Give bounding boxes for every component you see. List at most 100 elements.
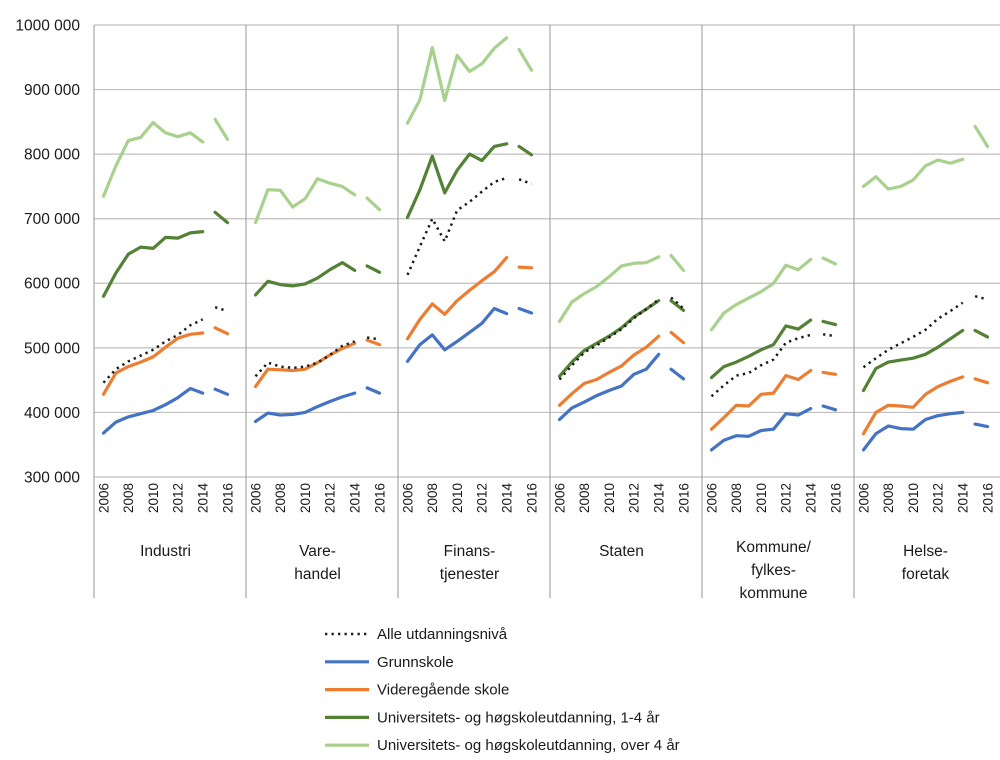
series-uni_1_4-main	[861, 328, 965, 393]
y-tick-label: 800 000	[24, 147, 80, 164]
series-videregaende-main	[253, 341, 357, 389]
series-uni_over_4-main	[709, 257, 813, 332]
legend-item-alle: Alle utdanningsnivå	[325, 626, 508, 643]
series-uni_over_4-main	[405, 36, 509, 125]
series-alle-main	[558, 298, 660, 381]
series-videregaende-main	[861, 375, 965, 436]
year-label: 2006	[552, 483, 567, 513]
series-videregaende-break	[821, 370, 838, 376]
legend-item-uni_over_4: Universitets- og høgskoleutdanning, over…	[325, 737, 680, 754]
year-label: 2008	[881, 483, 896, 513]
legend-label: Universitets- og høgskoleutdanning, 1-4 …	[377, 709, 660, 726]
series-videregaende-break	[669, 330, 686, 345]
year-label: 2006	[96, 483, 111, 513]
legend: Alle utdanningsnivå Grunnskole Videregåend…	[325, 626, 680, 754]
year-label: 2014	[196, 483, 211, 514]
sector-label: Vare-	[299, 543, 336, 560]
year-label: 2010	[906, 483, 921, 513]
legend-label: Alle utdanningsnivå	[377, 626, 508, 643]
year-label: 2008	[425, 483, 440, 513]
year-label: 2010	[754, 483, 769, 513]
year-label: 2016	[980, 483, 995, 513]
year-label: 2012	[931, 483, 946, 513]
legend-item-grunnskole: Grunnskole	[325, 654, 454, 671]
series-uni_1_4-break	[365, 264, 382, 274]
year-label: 2014	[348, 483, 363, 514]
series-grunnskole-break	[517, 306, 534, 315]
series-grunnskole-break	[973, 422, 990, 429]
series-uni_1_4-main	[405, 142, 509, 219]
series-grunnskole-break	[821, 404, 838, 412]
legend-label: Universitets- og høgskoleutdanning, over…	[377, 737, 680, 754]
series-uni_over_4-break	[669, 253, 686, 272]
year-label: 2008	[577, 483, 592, 513]
sector-label: Industri	[140, 543, 191, 560]
year-label: 2006	[704, 483, 719, 513]
series-uni_over_4-main	[101, 120, 205, 198]
year-label: 2016	[828, 483, 843, 513]
series-lines	[101, 36, 990, 452]
series-alle-break	[366, 336, 380, 341]
series-grunnskole-break	[213, 387, 230, 396]
sector-label: tjenester	[440, 566, 499, 583]
year-label: 2010	[298, 483, 313, 513]
series-alle-main	[862, 301, 964, 369]
year-label: 2010	[450, 483, 465, 513]
year-label: 2006	[856, 483, 871, 513]
series-grunnskole-main	[405, 306, 509, 363]
series-uni_1_4-main	[101, 230, 205, 298]
series-grunnskole-break	[669, 367, 686, 381]
y-tick-label: 500 000	[24, 340, 80, 357]
sector-label: foretak	[902, 566, 950, 583]
sector-label: Kommune/	[736, 539, 812, 556]
series-grunnskole-main	[557, 352, 661, 422]
legend-label: Videregående skole	[377, 682, 509, 699]
series-grunnskole-main	[101, 386, 205, 435]
series-grunnskole-main	[709, 407, 813, 452]
year-label: 2014	[652, 483, 667, 514]
series-alle-break	[518, 178, 532, 185]
series-videregaende-break	[213, 326, 230, 336]
sector-label: handel	[294, 566, 341, 583]
series-uni_over_4-main	[253, 177, 357, 225]
series-uni_over_4-main	[861, 157, 965, 191]
sector-label: fylkes-	[751, 562, 796, 579]
series-videregaende-main	[101, 331, 205, 396]
series-uni_1_4-break	[973, 328, 990, 339]
year-label: 2012	[323, 483, 338, 513]
series-uni_over_4-break	[517, 47, 534, 72]
y-tick-label: 600 000	[24, 276, 80, 293]
series-videregaende-main	[709, 368, 813, 431]
y-tick-label: 900 000	[24, 82, 80, 99]
series-uni_over_4-break	[821, 256, 838, 266]
sector-label: Helse-	[903, 543, 948, 560]
year-label: 2012	[779, 483, 794, 513]
year-label: 2010	[602, 483, 617, 513]
year-label: 2008	[273, 483, 288, 513]
year-label: 2010	[146, 483, 161, 513]
series-grunnskole-main	[861, 410, 965, 452]
series-uni_over_4-break	[973, 124, 990, 148]
x-axis-labels: 2006 2008 2010 2012 2014 2016 2006 2008 2010 2012…	[96, 483, 995, 514]
series-uni_over_4-break	[365, 196, 382, 212]
year-label: 2016	[676, 483, 691, 513]
sector-label: Finans-	[444, 543, 496, 560]
legend-item-videregaende: Videregående skole	[325, 682, 509, 699]
year-label: 2012	[171, 483, 186, 513]
series-videregaende-break	[973, 377, 990, 385]
series-uni_1_4-break	[213, 210, 230, 225]
legend-label: Grunnskole	[377, 654, 454, 671]
year-label: 2016	[372, 483, 387, 513]
series-videregaende-break	[365, 338, 382, 347]
year-label: 2006	[248, 483, 263, 513]
year-label: 2016	[524, 483, 539, 513]
sector-label: kommune	[739, 585, 807, 602]
series-alle-main	[102, 318, 204, 384]
year-label: 2016	[220, 483, 235, 513]
series-alle-break	[822, 333, 836, 338]
legend-item-uni_1_4: Universitets- og høgskoleutdanning, 1-4 …	[325, 709, 660, 726]
year-label: 2008	[729, 483, 744, 513]
year-label: 2014	[804, 483, 819, 514]
y-tick-label: 700 000	[24, 211, 80, 228]
series-grunnskole-break	[365, 386, 382, 395]
